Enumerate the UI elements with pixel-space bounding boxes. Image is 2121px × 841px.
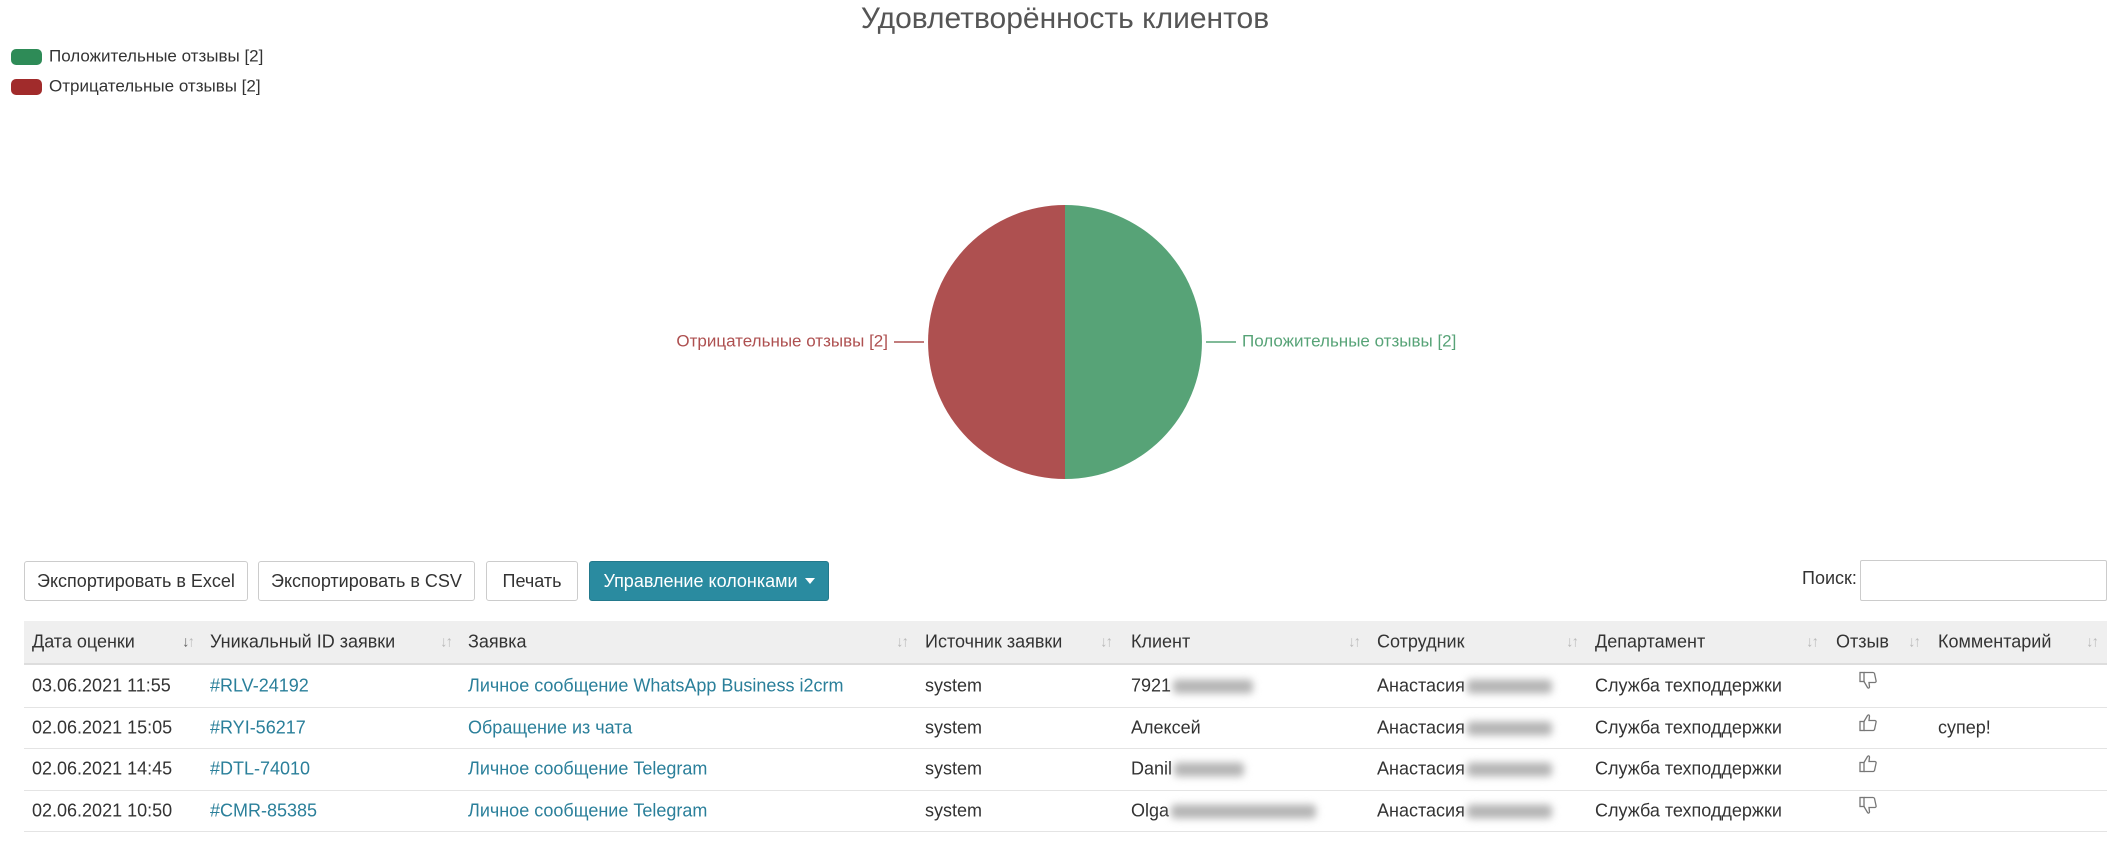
cell-text: Анастасия <box>1377 800 1552 821</box>
column-header[interactable]: Дата оценки <box>32 631 135 652</box>
legend-swatch <box>11 49 42 65</box>
button-label: Управление колонками <box>603 570 798 591</box>
button[interactable]: Экспортировать в Excel <box>24 561 248 601</box>
column-header[interactable]: Комментарий <box>1938 631 2052 652</box>
redacted-text <box>1466 679 1552 694</box>
cell-text: Danil <box>1131 759 1245 780</box>
cell-text: супер! <box>1938 717 1991 737</box>
sort-icon[interactable] <box>1100 634 1111 651</box>
link[interactable]: #DTL-74010 <box>210 758 311 779</box>
column-header[interactable]: Клиент <box>1131 631 1191 652</box>
button-label: Экспортировать в Excel <box>37 570 235 591</box>
sort-icon[interactable] <box>440 634 451 651</box>
button-label: Печать <box>502 570 562 591</box>
button[interactable]: Экспортировать в CSV <box>258 561 475 601</box>
row-separator <box>24 706 2107 708</box>
redacted-text <box>1171 804 1317 819</box>
sort-icon[interactable] <box>1806 634 1817 651</box>
link[interactable]: Личное сообщение Telegram <box>468 758 708 779</box>
column-header[interactable]: Отзыв <box>1836 631 1889 652</box>
cell-text: Алексей <box>1131 717 1201 737</box>
cell-text: Анастасия <box>1377 759 1552 780</box>
chart: Удовлетворённость клиентов Положительные… <box>11 2 1456 479</box>
thumbs-down-icon <box>1859 671 1877 689</box>
row-separator <box>24 831 2107 832</box>
cell-text: Служба техподдержки <box>1595 717 1782 737</box>
cell-text: Служба техподдержки <box>1595 675 1782 696</box>
sort-icon[interactable] <box>2086 634 2097 651</box>
column-header[interactable]: Заявка <box>468 631 527 652</box>
link[interactable]: #CMR-85385 <box>210 800 318 820</box>
search-input[interactable] <box>1860 560 2107 601</box>
feedback-icon <box>1858 754 1878 779</box>
cell-text: Служба техподдержки <box>1595 800 1782 820</box>
cell-text: Анастасия <box>1377 676 1552 697</box>
link[interactable]: #RYI-56217 <box>210 717 306 737</box>
sort-icon[interactable] <box>1566 634 1577 651</box>
feedback-icon <box>1858 795 1878 820</box>
redacted-text <box>1466 721 1552 736</box>
slice-label: Положительные отзывы [2] <box>1242 331 1456 350</box>
thumbs-up-icon <box>1859 713 1877 731</box>
cell-text: system <box>925 717 983 737</box>
button-label: Экспортировать в CSV <box>271 570 462 591</box>
legend-swatch <box>11 79 42 95</box>
column-header[interactable]: Источник заявки <box>925 631 1063 652</box>
chart-title: Удовлетворённость клиентов <box>861 2 1269 35</box>
caret-icon <box>804 578 815 584</box>
cell-text: 02.06.2021 14:45 <box>32 758 173 779</box>
table-header <box>24 621 2107 665</box>
pie-slice <box>928 205 1065 479</box>
feedback-icon <box>1858 671 1878 696</box>
sort-icon[interactable] <box>1908 634 1919 651</box>
redacted-text <box>1174 762 1245 777</box>
button[interactable]: Управление колонками <box>589 561 829 601</box>
thumbs-up-icon <box>1859 755 1877 773</box>
row-separator <box>24 748 2107 749</box>
slice-label: Отрицательные отзывы [2] <box>676 331 888 350</box>
cell-text: Olga <box>1131 800 1317 821</box>
link[interactable]: Личное сообщение WhatsApp Business i2crm <box>468 675 844 696</box>
pie-slice <box>1065 205 1202 479</box>
column-header[interactable]: Департамент <box>1595 631 1706 652</box>
cell-text: system <box>925 675 983 696</box>
legend-label: Положительные отзывы [2] <box>49 46 263 65</box>
column-header[interactable]: Сотрудник <box>1377 631 1465 652</box>
legend-label: Отрицательные отзывы [2] <box>49 76 261 95</box>
search-label: Поиск: <box>1802 568 1857 588</box>
cell-text: 02.06.2021 15:05 <box>32 717 173 737</box>
link[interactable]: Обращение из чата <box>468 717 633 737</box>
feedback-icon <box>1858 712 1878 737</box>
cell-text: 7921 <box>1131 676 1254 697</box>
link[interactable]: #RLV-24192 <box>210 675 309 696</box>
cell-text: Служба техподдержки <box>1595 758 1782 779</box>
link[interactable]: Личное сообщение Telegram <box>468 800 708 820</box>
column-header[interactable]: Уникальный ID заявки <box>210 631 396 652</box>
cell-text: system <box>925 800 983 820</box>
cell-text: 03.06.2021 11:55 <box>32 675 171 696</box>
sort-icon[interactable] <box>182 634 193 651</box>
redacted-text <box>1466 762 1552 777</box>
cell-text: system <box>925 758 983 779</box>
sort-icon[interactable] <box>1348 634 1359 651</box>
button[interactable]: Печать <box>486 561 578 601</box>
cell-text: 02.06.2021 10:50 <box>32 800 173 820</box>
row-separator <box>24 789 2107 791</box>
sort-icon[interactable] <box>896 634 907 651</box>
redacted-text <box>1173 679 1254 694</box>
redacted-text <box>1466 804 1552 819</box>
thumbs-down-icon <box>1859 796 1877 814</box>
cell-text: Анастасия <box>1377 717 1552 738</box>
